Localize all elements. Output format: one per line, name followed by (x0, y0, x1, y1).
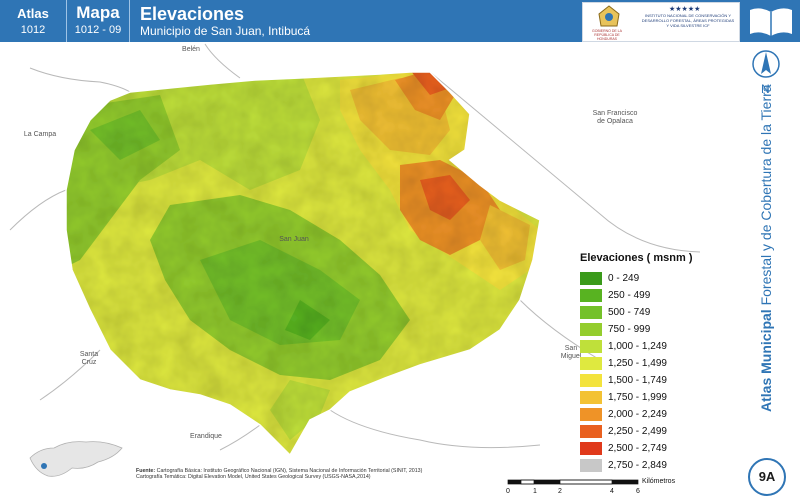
source-credits: Fuente: Cartografía Básica: Instituto Ge… (136, 468, 466, 481)
source-line-1: Cartografía Básica: Instituto Geográfico… (156, 468, 423, 474)
scale-tick-6: 6 (636, 488, 640, 495)
scale-tick-4: 4 (610, 488, 614, 495)
legend-title: Elevaciones ( msnm ) (580, 252, 693, 264)
legend-swatch (580, 441, 602, 455)
legend-label: 1,750 - 1,999 (608, 391, 667, 403)
page-subtitle: Municipio de San Juan, Intibucá (140, 24, 311, 38)
place-label-belen: Belén (182, 46, 200, 53)
legend-label: 1,500 - 1,749 (608, 374, 667, 386)
place-label-santa-cruz: Santa Cruz (79, 351, 99, 366)
scale-tick-0: 0 (506, 488, 510, 495)
legend-swatch (580, 424, 602, 438)
coat-of-arms-icon (598, 5, 620, 27)
stars-icon: ★★★★★ (669, 5, 700, 12)
legend-label: 1,000 - 1,249 (608, 340, 667, 352)
legend-label: 2,000 - 2,249 (608, 408, 667, 420)
honduras-locator-map (29, 441, 123, 477)
municipality-boundary (65, 71, 541, 457)
legend-item: 2,250 - 2,499 (580, 423, 740, 439)
scale-tick-1: 1 (533, 488, 537, 495)
header-bar: Atlas 1012 Mapa 1012 - 09 Elevaciones Mu… (0, 0, 800, 42)
elevation-legend: Elevaciones ( msnm ) 0 - 249 250 - 499 5… (580, 252, 740, 474)
legend-item: 2,500 - 2,749 (580, 440, 740, 456)
elevation-raster (66, 72, 540, 455)
scale-unit: Kilómetros (642, 478, 676, 485)
place-label-la-campa: La Campa (23, 131, 57, 138)
map-badge: 9A (748, 458, 786, 496)
legend-label: 2,250 - 2,499 (608, 425, 667, 437)
place-label-san-francisco: San Francisco de Opalaca (592, 110, 638, 125)
map-label: Mapa (76, 3, 120, 22)
icf-logo-text: INSTITUTO NACIONAL DE CONSERVACIÓN Y DES… (641, 13, 735, 28)
legend-item: 2,750 - 2,849 (580, 457, 740, 473)
side-title-rest: Forestal y de Cobertura de la Tierra (758, 84, 774, 310)
legend-item: 0 - 249 (580, 270, 740, 286)
scale-tick-2: 2 (558, 488, 562, 495)
legend-swatch (580, 407, 602, 421)
north-arrow-icon (752, 50, 780, 78)
legend-label: 0 - 249 (608, 272, 640, 284)
legend-label: 2,750 - 2,849 (608, 459, 667, 471)
scale-bar (507, 479, 639, 485)
legend-item: 500 - 749 (580, 304, 740, 320)
legend-label: 500 - 749 (608, 306, 651, 318)
source-line-2: Cartografía Temática: Digital Elevation … (136, 474, 371, 481)
legend-swatch (580, 271, 602, 285)
neighbor-boundaries (9, 43, 701, 451)
legend-item: 750 - 999 (580, 321, 740, 337)
svg-text:★★★★★: ★★★★★ (669, 5, 700, 12)
legend-swatch (580, 356, 602, 370)
legend-swatch (580, 458, 602, 472)
atlas-box: Atlas 1012 (0, 0, 67, 42)
elevation-map (9, 43, 701, 457)
legend-swatch (580, 288, 602, 302)
atlas-label: Atlas (17, 6, 49, 21)
legend-label: 2,500 - 2,749 (608, 442, 667, 454)
atlas-number: 1012 (20, 24, 46, 36)
legend-swatch (580, 322, 602, 336)
legend-swatch (580, 339, 602, 353)
institution-logos: GOBIERNO DE LA REPÚBLICA DE HONDURAS ★★★… (582, 2, 740, 42)
legend-label: 250 - 499 (608, 289, 651, 301)
place-label-san-miguel: San Miguel (560, 345, 582, 360)
legend-item: 1,000 - 1,249 (580, 338, 740, 354)
open-book-icon (750, 8, 792, 36)
legend-item: 2,000 - 2,249 (580, 406, 740, 422)
legend-item: 250 - 499 (580, 287, 740, 303)
legend-swatch (580, 373, 602, 387)
legend-item: 1,250 - 1,499 (580, 355, 740, 371)
legend-swatch (580, 390, 602, 404)
legend-label: 750 - 999 (608, 323, 651, 335)
legend-item: 1,500 - 1,749 (580, 372, 740, 388)
atlas-side-title: Atlas Municipal Forestal y de Cobertura … (758, 84, 778, 412)
map-number-box: Mapa 1012 - 09 (67, 0, 130, 42)
legend-swatch (580, 305, 602, 319)
source-label: Fuente: (136, 468, 156, 474)
side-title-bold: Atlas Municipal (758, 309, 774, 412)
place-label-san-juan: San Juan (279, 236, 309, 243)
map-number: 1012 - 09 (74, 24, 122, 36)
north-label: N (761, 82, 770, 96)
legend-item: 1,750 - 1,999 (580, 389, 740, 405)
page-title: Elevaciones (140, 4, 245, 24)
legend-label: 1,250 - 1,499 (608, 357, 667, 369)
place-label-erandique: Erandique (190, 433, 222, 440)
gov-logo-text: GOBIERNO DE LA REPÚBLICA DE HONDURAS (592, 29, 622, 41)
